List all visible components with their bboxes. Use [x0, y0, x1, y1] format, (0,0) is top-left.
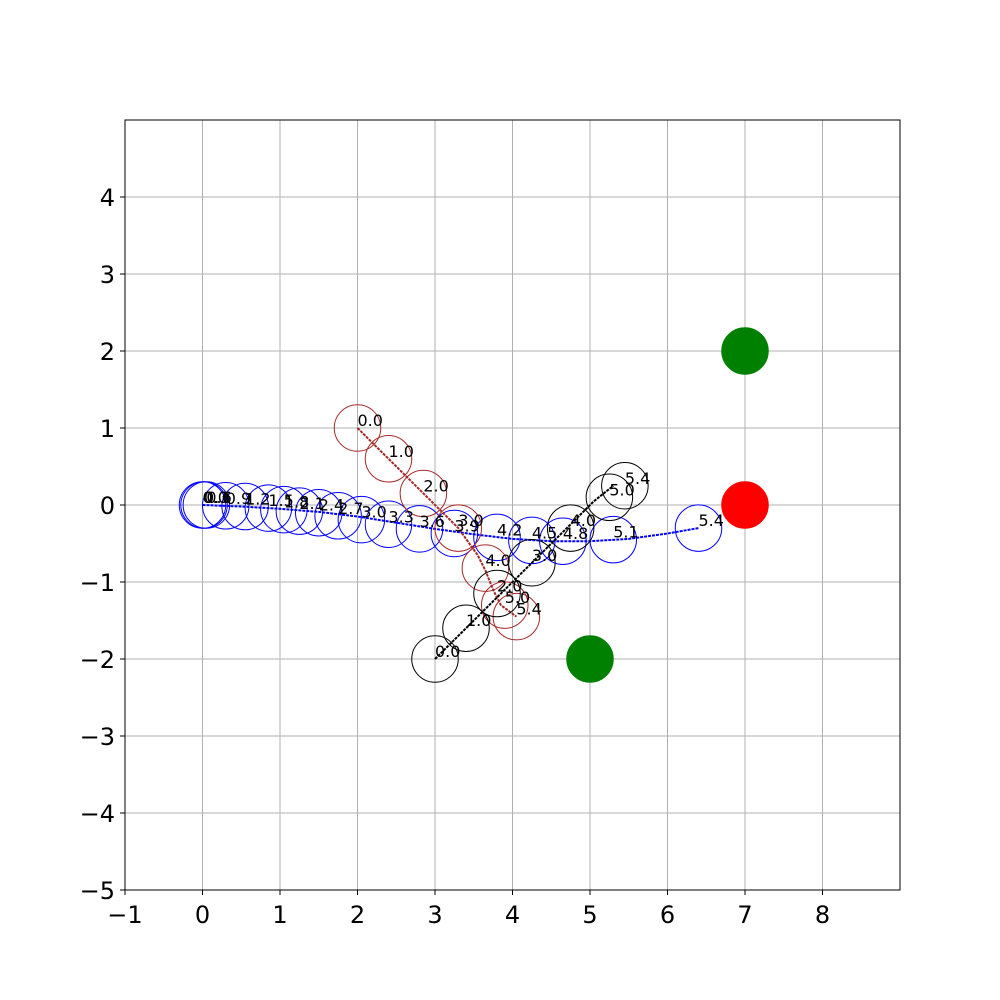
- agent-1-circle: [481, 581, 529, 629]
- time-label: 3.6: [420, 512, 445, 531]
- time-label: 2.4: [319, 496, 344, 515]
- time-labels: 0.00.30.60.91.21.51.82.12.42.73.0 3.3 3.6 3…: [203, 411, 724, 661]
- x-tick-label: 8: [815, 901, 830, 929]
- agent-1-circle: [333, 404, 382, 452]
- time-label: 3.0: [458, 511, 483, 530]
- agent-1-circle: [364, 435, 413, 483]
- x-tick-label: 0: [195, 901, 210, 929]
- agent-0-circle: [589, 515, 637, 564]
- time-label: 5.4: [516, 600, 541, 619]
- y-tick-label: 2: [100, 338, 115, 366]
- time-label: 0.0: [435, 642, 460, 661]
- x-tick-label: 5: [582, 901, 597, 929]
- y-tick-label: −5: [80, 877, 115, 905]
- time-label: 2.7: [338, 499, 363, 518]
- time-label: 4.2: [497, 520, 522, 539]
- x-tick-label: 7: [737, 901, 752, 929]
- agent-2-circle: [473, 569, 521, 618]
- time-label: 1.8: [284, 493, 309, 512]
- time-label: 5.4: [699, 511, 724, 530]
- time-label: 2.0: [423, 476, 448, 495]
- x-tick-label: −1: [107, 901, 142, 929]
- time-label: 0.9: [226, 489, 251, 508]
- agent-1-circle: [434, 504, 482, 552]
- time-label: 4.0: [485, 551, 510, 570]
- time-label: 3.3: [389, 507, 414, 526]
- agent-2-circle: [546, 504, 595, 552]
- time-label: 5.0: [609, 480, 634, 499]
- agent-0-circle: [275, 487, 324, 535]
- y-tick-label: −4: [80, 800, 115, 828]
- agent-0-circle: [395, 505, 444, 553]
- y-tick-label: −1: [80, 569, 115, 597]
- time-label: 0.0: [203, 488, 228, 507]
- agent-0-circle: [182, 481, 231, 529]
- time-label: 1.0: [466, 611, 491, 630]
- time-label: 0.0: [358, 411, 383, 430]
- goal-marker: [566, 635, 614, 683]
- time-label: 0.3: [204, 488, 229, 507]
- time-label: 1.5: [268, 491, 293, 510]
- agent-2-circle: [508, 539, 556, 587]
- agent-2-circle: [585, 473, 634, 522]
- x-tick-label: 6: [660, 901, 675, 929]
- agent-0-circle: [202, 482, 250, 530]
- time-label: 3.0: [532, 546, 557, 565]
- y-tick-label: 4: [100, 184, 115, 212]
- time-label: 3.0: [361, 503, 386, 522]
- x-tick-label: 1: [272, 901, 287, 929]
- agent-2-circle: [442, 604, 490, 652]
- time-label: 5.1: [613, 523, 638, 542]
- time-label: 5.4: [625, 469, 650, 488]
- y-tick-label: −2: [80, 646, 115, 674]
- time-label: 4.0: [571, 511, 596, 530]
- agent-0-circle: [221, 482, 269, 531]
- axis-ticks: −1 0 1 2 3 4 5 6 7 8 −5 −4 −3 −2 −1 0 1 2 3 4: [80, 184, 831, 929]
- agent-0-circle: [314, 492, 362, 540]
- agent-2-circle: [601, 462, 649, 510]
- time-label: 3.9: [454, 516, 479, 535]
- agent-1-path: [356, 427, 517, 618]
- goals: [566, 327, 769, 683]
- y-tick-label: 0: [100, 492, 115, 520]
- time-label: 0.6: [206, 488, 231, 507]
- agent-1-circle: [399, 469, 448, 518]
- time-label: 4.5: [532, 523, 557, 542]
- agent-0-circle: [430, 509, 479, 558]
- time-label: 2.1: [299, 494, 324, 513]
- x-tick-label: 2: [350, 901, 365, 929]
- agent-0-circle: [473, 513, 521, 562]
- time-label: 1.2: [245, 490, 270, 509]
- agent-2-path: [434, 485, 614, 660]
- y-tick-label: −3: [80, 723, 115, 751]
- agent-0-circle: [674, 504, 723, 552]
- agent-2-circle: [411, 635, 459, 683]
- agent-0-circle: [337, 495, 386, 544]
- agent-0-circle: [244, 484, 293, 532]
- agent-0-circle: [260, 485, 308, 534]
- goal-marker: [721, 481, 769, 529]
- agent-0-circle: [295, 488, 343, 537]
- time-label: 2.0: [497, 577, 522, 596]
- time-label: 4.8: [563, 524, 588, 543]
- goal-marker: [721, 327, 769, 375]
- y-tick-label: 3: [100, 261, 115, 289]
- time-label: 5.0: [505, 588, 530, 607]
- x-tick-label: 3: [427, 901, 442, 929]
- y-tick-label: 1: [100, 415, 115, 443]
- agent-0-circle: [364, 500, 413, 548]
- time-label: 1.0: [389, 442, 414, 461]
- trajectories: [178, 404, 723, 683]
- x-tick-label: 4: [505, 901, 520, 929]
- agent-0-path: [202, 504, 699, 543]
